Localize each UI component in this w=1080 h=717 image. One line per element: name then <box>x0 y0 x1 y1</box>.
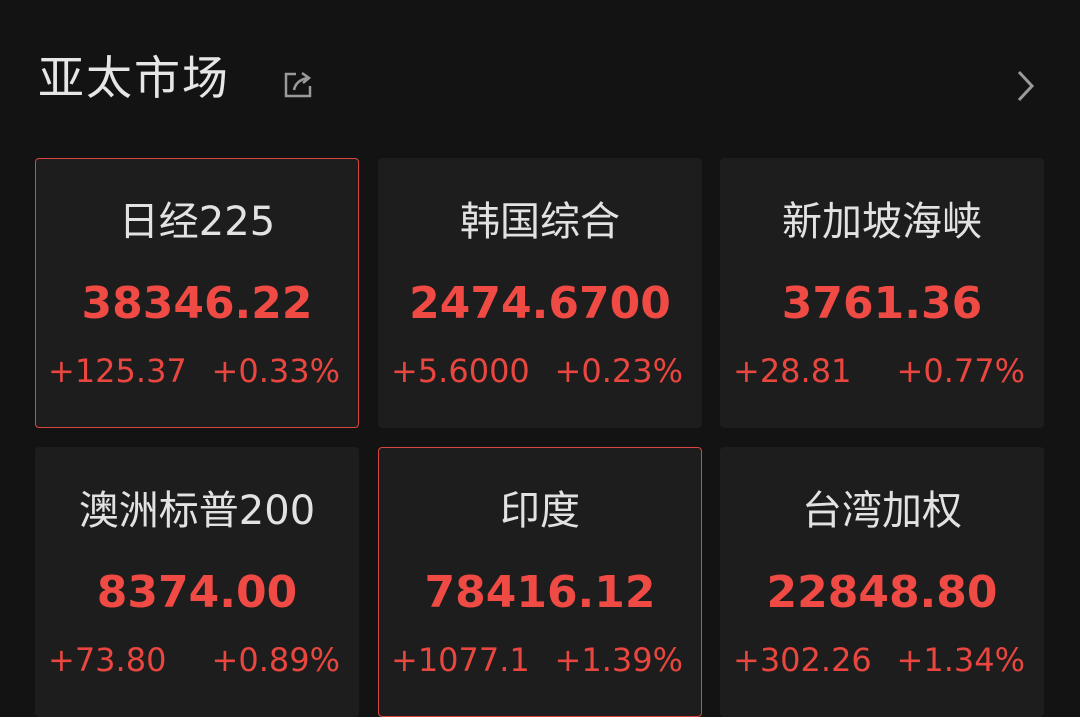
index-card[interactable]: 日经225 38346.22 +125.37 +0.33% <box>35 158 359 428</box>
section-title: 亚太市场 <box>38 51 230 105</box>
index-percent: +0.33% <box>211 352 340 390</box>
index-card[interactable]: 台湾加权 22848.80 +302.26 +1.34% <box>720 447 1044 717</box>
index-card[interactable]: 澳洲标普200 8374.00 +73.80 +0.89% <box>35 447 359 717</box>
index-change: +125.37 <box>48 352 187 390</box>
chevron-right-icon[interactable] <box>1012 68 1038 104</box>
index-card[interactable]: 韩国综合 2474.6700 +5.6000 +0.23% <box>378 158 702 428</box>
index-percent: +1.39% <box>554 641 683 679</box>
index-percent: +0.23% <box>554 352 683 390</box>
index-price: 22848.80 <box>766 567 998 618</box>
index-name: 台湾加权 <box>802 488 962 534</box>
index-change: +302.26 <box>733 641 872 679</box>
index-change: +1077.1 <box>391 641 530 679</box>
index-percent: +0.77% <box>896 352 1025 390</box>
index-price: 3761.36 <box>781 278 983 329</box>
index-change: +73.80 <box>48 641 167 679</box>
index-price: 8374.00 <box>96 567 298 618</box>
index-percent: +1.34% <box>896 641 1025 679</box>
index-card[interactable]: 新加坡海峡 3761.36 +28.81 +0.77% <box>720 158 1044 428</box>
index-change: +5.6000 <box>391 352 530 390</box>
index-price: 38346.22 <box>81 278 313 329</box>
index-percent: +0.89% <box>211 641 340 679</box>
share-icon[interactable] <box>282 68 314 100</box>
index-change: +28.81 <box>733 352 852 390</box>
index-name: 澳洲标普200 <box>78 488 316 534</box>
index-price: 78416.12 <box>424 567 656 618</box>
index-card[interactable]: 印度 78416.12 +1077.1 +1.39% <box>378 447 702 717</box>
index-name: 印度 <box>500 488 580 534</box>
index-name: 韩国综合 <box>460 199 620 245</box>
index-price: 2474.6700 <box>409 278 671 329</box>
index-name: 日经225 <box>118 199 276 245</box>
index-name: 新加坡海峡 <box>782 199 982 245</box>
